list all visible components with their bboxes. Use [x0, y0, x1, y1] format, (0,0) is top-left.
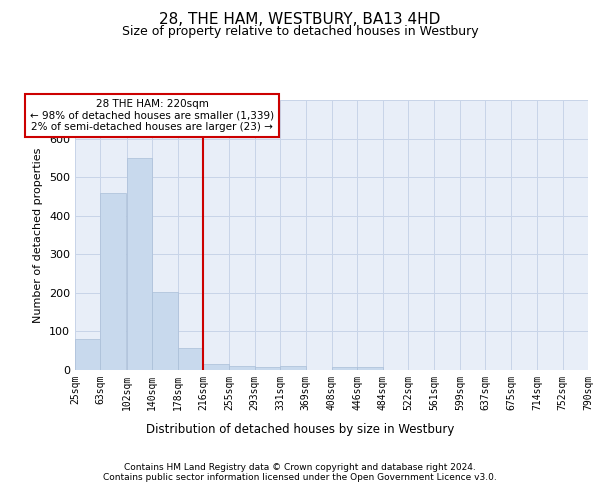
Text: Distribution of detached houses by size in Westbury: Distribution of detached houses by size …	[146, 422, 454, 436]
Text: Contains HM Land Registry data © Crown copyright and database right 2024.
Contai: Contains HM Land Registry data © Crown c…	[103, 462, 497, 482]
Bar	[332, 367, 358, 370]
Bar	[358, 367, 383, 370]
Y-axis label: Number of detached properties: Number of detached properties	[34, 148, 43, 322]
Text: Size of property relative to detached houses in Westbury: Size of property relative to detached ho…	[122, 25, 478, 38]
Bar	[203, 364, 229, 370]
Bar	[127, 158, 152, 370]
Bar	[178, 348, 203, 370]
Bar	[152, 292, 178, 370]
Bar	[255, 367, 280, 370]
Text: 28, THE HAM, WESTBURY, BA13 4HD: 28, THE HAM, WESTBURY, BA13 4HD	[160, 12, 440, 28]
Bar	[280, 366, 305, 370]
Bar	[75, 339, 100, 370]
Bar	[100, 192, 126, 370]
Text: 28 THE HAM: 220sqm
← 98% of detached houses are smaller (1,339)
2% of semi-detac: 28 THE HAM: 220sqm ← 98% of detached hou…	[30, 99, 274, 132]
Bar	[229, 366, 255, 370]
